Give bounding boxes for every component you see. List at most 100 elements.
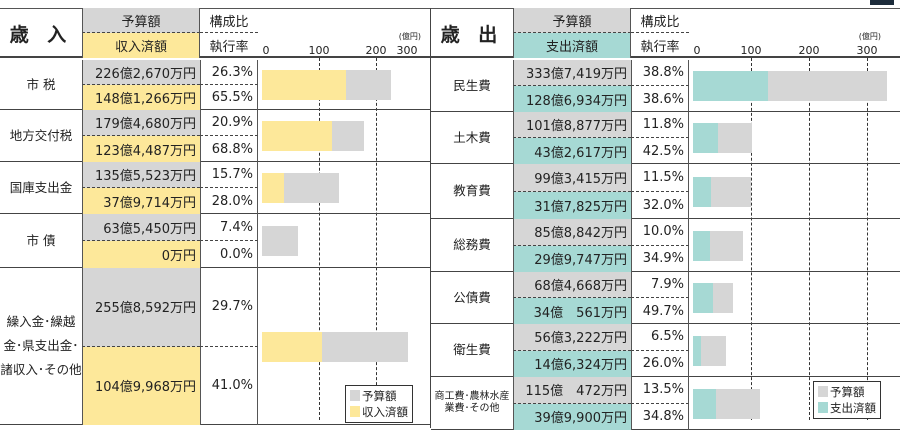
budget-amount: 115億 472万円: [513, 377, 631, 404]
corner-mark: [870, 0, 894, 5]
budget-amount: 226億2,670万円: [82, 60, 200, 85]
budget-amount: 333億7,419万円: [513, 60, 631, 86]
top-rule: [0, 8, 900, 9]
ratio-value: 20.9%: [200, 110, 258, 136]
budget-amount: 68億4,668万円: [513, 272, 631, 298]
row-label: 総務費: [453, 237, 491, 253]
table-row: 市 債 63億5,450万円 0万円 7.4% 0.0%: [0, 214, 430, 268]
rate-value: 68.8%: [200, 136, 258, 162]
done-bar: [693, 71, 768, 101]
done-amount: 0万円: [82, 241, 200, 268]
chart-legend: 予算額 収入済額: [345, 385, 413, 423]
budget-amount: 85億8,842万円: [513, 219, 631, 246]
done-bar: [693, 123, 719, 153]
done-bar: [693, 230, 711, 261]
budget-amount: 255億8,592万円: [82, 268, 200, 347]
row-label: 商工費･農林水産業費･その他: [434, 390, 510, 415]
rate-value: 32.0%: [631, 191, 689, 219]
ratio-value: 38.8%: [631, 60, 689, 86]
rate-value: 34.9%: [631, 245, 689, 272]
revenue-panel: 歳 入 予算額 収入済額 構成比 執行率 0 100 200 300 (億円) 市 税 2…: [0, 8, 430, 428]
ratio-header: 構成比: [631, 8, 689, 33]
axis-tick-label: 100: [740, 44, 762, 57]
rate-value: 34.8%: [631, 403, 689, 430]
ratio-header: 構成比: [200, 8, 258, 33]
ratio-value: 11.8%: [631, 112, 689, 138]
done-bar: [262, 173, 284, 203]
budget-amount: 99億3,415万円: [513, 164, 631, 192]
gridline: [319, 58, 320, 420]
row-label: 市 債: [26, 232, 56, 248]
done-bar: [262, 70, 347, 100]
row-label: 土木費: [453, 129, 491, 145]
table-row: 教育費 99億3,415万円 31億7,825万円 11.5% 32.0%: [431, 164, 900, 219]
table-row: 公債費 68億4,668万円 34億 561万円 7.9% 49.7%: [431, 272, 900, 324]
done-amount: 123億4,487万円: [82, 136, 200, 162]
done-bar: [693, 335, 702, 366]
budget-header: 予算額: [513, 8, 631, 33]
ratio-value: 11.5%: [631, 164, 689, 192]
budget-amount: 101億8,877万円: [513, 112, 631, 138]
gridline: [751, 58, 752, 420]
done-bar: [262, 331, 322, 362]
done-amount: 37億9,714万円: [82, 188, 200, 214]
rate-value: 0.0%: [200, 241, 258, 268]
done-amount: 148億1,266万円: [82, 85, 200, 110]
axis-tick-label: 300: [856, 44, 878, 57]
done-bar: [693, 176, 712, 207]
axis-tick-label: 200: [798, 44, 820, 57]
done-amount: 34億 561万円: [513, 298, 631, 324]
gridline: [809, 58, 810, 420]
row-label: 衛生費: [453, 342, 491, 358]
ratio-value: 10.0%: [631, 219, 689, 246]
legend-swatch-done: [350, 406, 360, 417]
axis-tick-label: 100: [308, 44, 330, 57]
legend-budget: 予算額: [830, 385, 865, 399]
budget-amount: 63億5,450万円: [82, 214, 200, 241]
budget-amount: 179億4,680万円: [82, 110, 200, 136]
legend-done: 支出済額: [830, 401, 876, 415]
done-header: 収入済額: [82, 33, 200, 58]
rate-value: 49.7%: [631, 298, 689, 324]
axis-tick-label: 300: [396, 44, 418, 57]
row-label: 国庫支出金: [9, 179, 73, 195]
table-row: 繰入金･繰越金･県支出金･諸収入･その他 255億8,592万円 104億9,9…: [0, 268, 430, 425]
budget-amount: 56億3,222万円: [513, 324, 631, 351]
table-row: 総務費 85億8,842万円 29億9,747万円 10.0% 34.9%: [431, 219, 900, 272]
rate-header: 執行率: [209, 40, 249, 55]
done-amount: 43億2,617万円: [513, 138, 631, 164]
rate-value: 26.0%: [631, 350, 689, 377]
done-bar: [693, 388, 717, 419]
row-label: 市 税: [26, 76, 56, 92]
ratio-value: 7.9%: [631, 272, 689, 298]
ratio-value: 29.7%: [200, 268, 258, 347]
done-amount: 39億9,900万円: [513, 403, 631, 430]
table-header: 歳 入 予算額 収入済額 構成比 執行率 0 100 200 300 (億円): [0, 8, 430, 58]
legend-swatch-budget: [818, 386, 828, 397]
done-amount: 104億9,968万円: [82, 346, 200, 425]
gridline: [867, 58, 868, 420]
table-row: 市 税 226億2,670万円 148億1,266万円 26.3% 65.5%: [0, 60, 430, 110]
rate-value: 38.6%: [631, 86, 689, 112]
row-label: 地方交付税: [9, 127, 73, 143]
row-label: 公債費: [453, 289, 491, 305]
table-row: 地方交付税 179億4,680万円 123億4,487万円 20.9% 68.8…: [0, 110, 430, 162]
row-label: 民生費: [453, 77, 491, 93]
ratio-value: 7.4%: [200, 214, 258, 241]
done-amount: 128億6,934万円: [513, 86, 631, 112]
axis-unit: (億円): [858, 32, 881, 41]
ratio-value: 26.3%: [200, 60, 258, 85]
done-header: 支出済額: [513, 33, 631, 58]
done-bar: [693, 283, 713, 313]
gridline: [376, 58, 377, 420]
table-row: 国庫支出金 135億5,523万円 37億9,714万円 15.7% 28.0%: [0, 162, 430, 214]
legend-budget: 予算額: [362, 389, 397, 403]
row-label: 教育費: [453, 183, 491, 199]
budget-header: 予算額: [82, 8, 200, 33]
table-row: 衛生費 56億3,222万円 14億6,324万円 6.5% 26.0%: [431, 324, 900, 377]
done-bar: [262, 121, 333, 151]
done-amount: 31億7,825万円: [513, 191, 631, 219]
section-title: 歳 出: [440, 23, 504, 46]
axis-unit: (億円): [398, 32, 421, 41]
rate-value: 42.5%: [631, 138, 689, 164]
